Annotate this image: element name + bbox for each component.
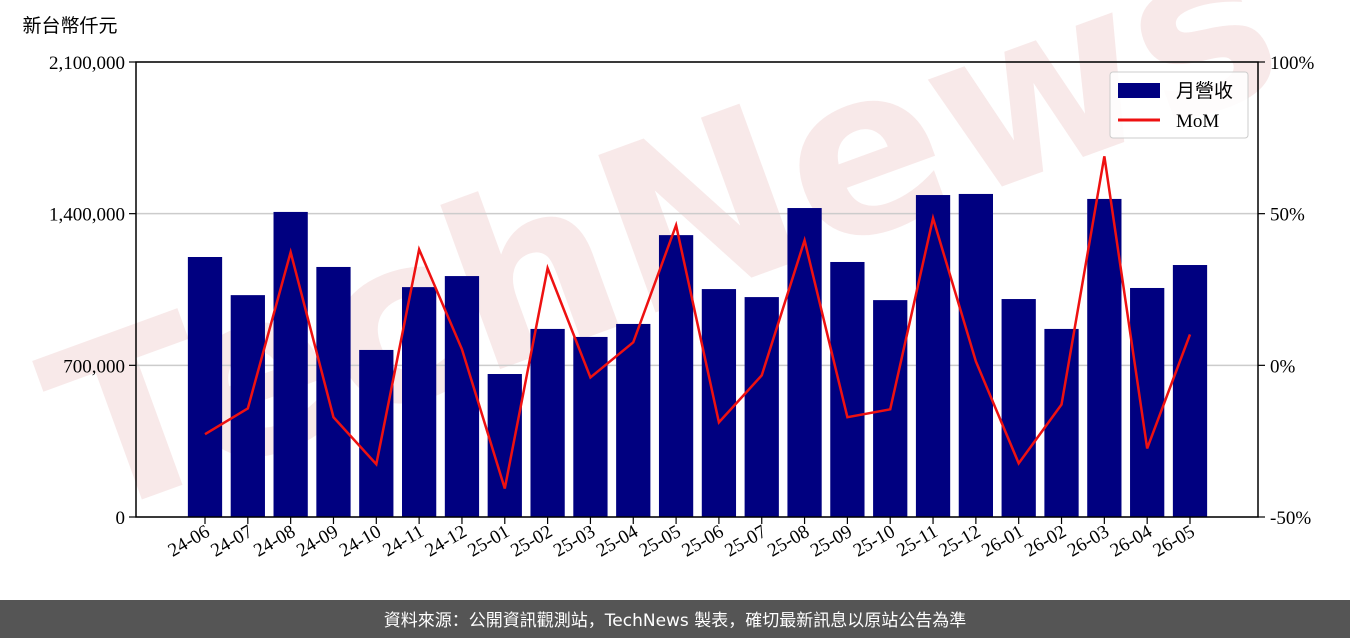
x-tick-label: 25-08 [764, 521, 813, 561]
legend-swatch [1118, 83, 1160, 98]
x-tick-label: 25-02 [507, 521, 556, 561]
x-tick-label: 25-03 [550, 521, 599, 561]
bar [958, 193, 993, 517]
y2-tick-label: 100% [1270, 53, 1315, 74]
bar [1130, 287, 1165, 517]
x-tick-label: 26-04 [1107, 521, 1156, 562]
bar [787, 208, 822, 518]
bar [744, 297, 779, 517]
bar [487, 374, 522, 517]
x-tick-label: 24-09 [293, 521, 342, 561]
y-tick-label: 0 [116, 508, 126, 529]
bar [359, 349, 394, 517]
y-axis-label: 新台幣仟元 [22, 15, 117, 37]
x-tick-label: 25-06 [679, 521, 728, 561]
bar [830, 261, 865, 517]
x-tick-label: 25-10 [850, 521, 899, 561]
x-tick-label: 25-07 [721, 521, 770, 561]
bar [316, 266, 351, 517]
line [204, 156, 1192, 489]
bar [701, 289, 737, 517]
bar [1001, 299, 1036, 517]
bar [573, 336, 608, 517]
y-tick-label: 1,400,000 [49, 205, 125, 226]
y-tick-label: 700,000 [63, 356, 125, 377]
x-tick-label: 24-11 [379, 521, 427, 561]
footer: 資料來源：公開資訊觀測站，TechNews 製表，確切最新訊息以原站公告為準 [384, 611, 966, 631]
plot-frame [135, 61, 1259, 518]
bar [273, 211, 308, 517]
x-tick-label: 25-01 [464, 521, 513, 561]
x-tick-label: 26-03 [1064, 521, 1113, 561]
footer-bar [0, 600, 1350, 638]
bar [187, 257, 223, 517]
x-tick-label: 25-12 [935, 521, 984, 561]
y-tick-label: 2,100,000 [49, 53, 125, 74]
x-tick-label: 24-08 [250, 521, 299, 561]
bar [1172, 265, 1208, 517]
x-tick-label: 24-12 [422, 521, 471, 561]
x-tick-label: 26-05 [1150, 521, 1199, 561]
bar [444, 276, 480, 517]
bar [530, 328, 565, 517]
bar [402, 287, 437, 517]
legend-label: MoM [1176, 111, 1219, 132]
x-tick-label: 25-05 [636, 521, 685, 561]
y2-tick-label: -50% [1270, 508, 1311, 529]
bar [915, 195, 951, 518]
x-tick-label: 24-10 [336, 521, 385, 561]
x-tick-label: 25-09 [807, 521, 856, 561]
x-tick-label: 25-11 [893, 521, 941, 561]
x-tick-label: 26-01 [978, 521, 1027, 561]
y2-tick-label: 50% [1270, 205, 1305, 226]
bar [616, 323, 651, 517]
y2-tick-label: 0% [1270, 356, 1296, 377]
bar [1087, 198, 1122, 517]
legend-label: 月營收 [1176, 80, 1233, 102]
x-tick-label: 26-02 [1021, 521, 1070, 561]
x-tick-label: 25-04 [593, 521, 642, 562]
bar [1044, 328, 1079, 517]
